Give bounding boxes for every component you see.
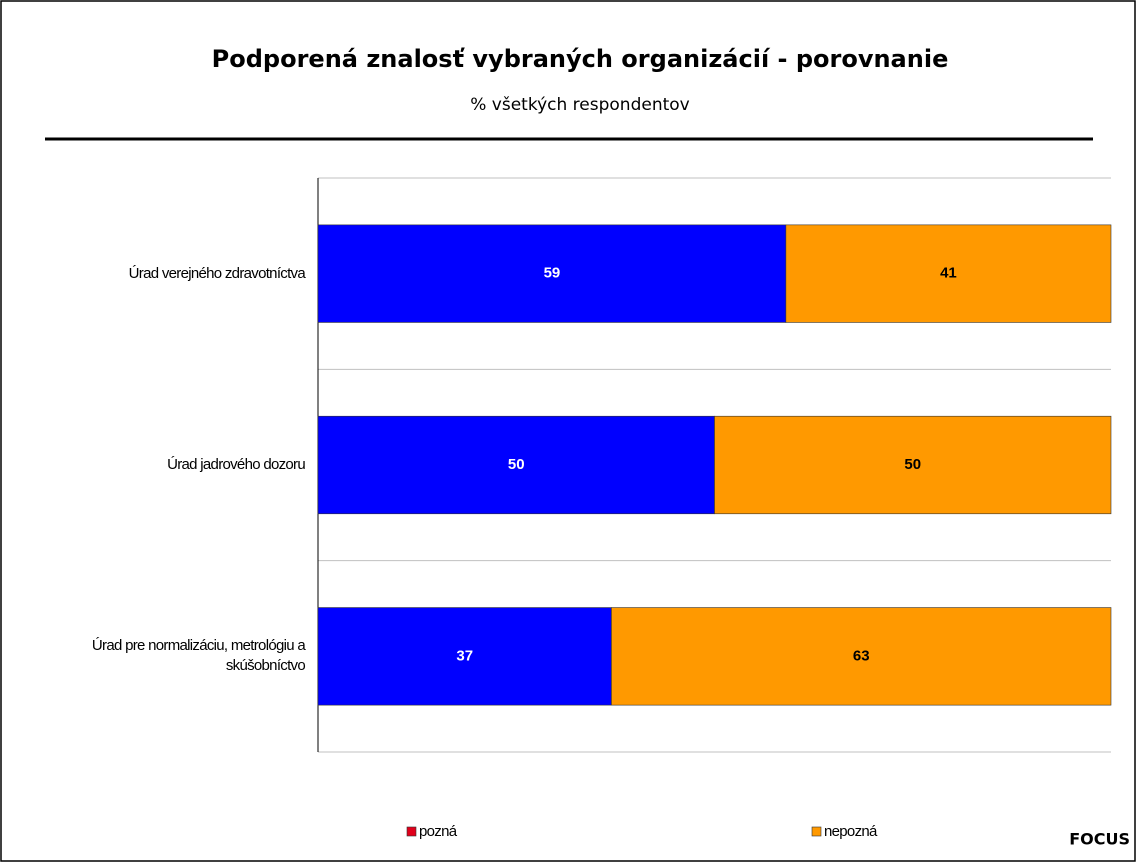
- value-label: 50: [508, 456, 525, 473]
- legend-label: nepozná: [824, 823, 878, 840]
- value-label: 41: [940, 265, 957, 282]
- legend-swatch: [811, 826, 822, 837]
- legend-swatch: [406, 826, 417, 837]
- source: FOCUS: [1069, 830, 1130, 849]
- category-label: Úrad pre normalizáciu, metrológiu a skúš…: [91, 637, 306, 675]
- bar-segment: [785, 224, 1112, 323]
- legend-label: pozná: [419, 823, 458, 840]
- bar-segment: [317, 607, 612, 706]
- chart-subtitle: % všetkých respondentov: [470, 95, 689, 115]
- bar-segment: [714, 415, 1112, 515]
- value-label: 50: [904, 456, 921, 473]
- bar-segment: [317, 415, 715, 515]
- chart-title: Podporená znalosť vybraných organizácií …: [212, 45, 949, 73]
- value-label: 37: [456, 647, 473, 664]
- bar-segment: [611, 607, 1112, 706]
- value-label: 63: [853, 647, 870, 664]
- value-label: 59: [544, 265, 561, 282]
- category-label: Úrad verejného zdravotníctva: [128, 264, 306, 282]
- bar-segment: [317, 224, 787, 323]
- category-label: Úrad jadrového dozoru: [167, 456, 306, 473]
